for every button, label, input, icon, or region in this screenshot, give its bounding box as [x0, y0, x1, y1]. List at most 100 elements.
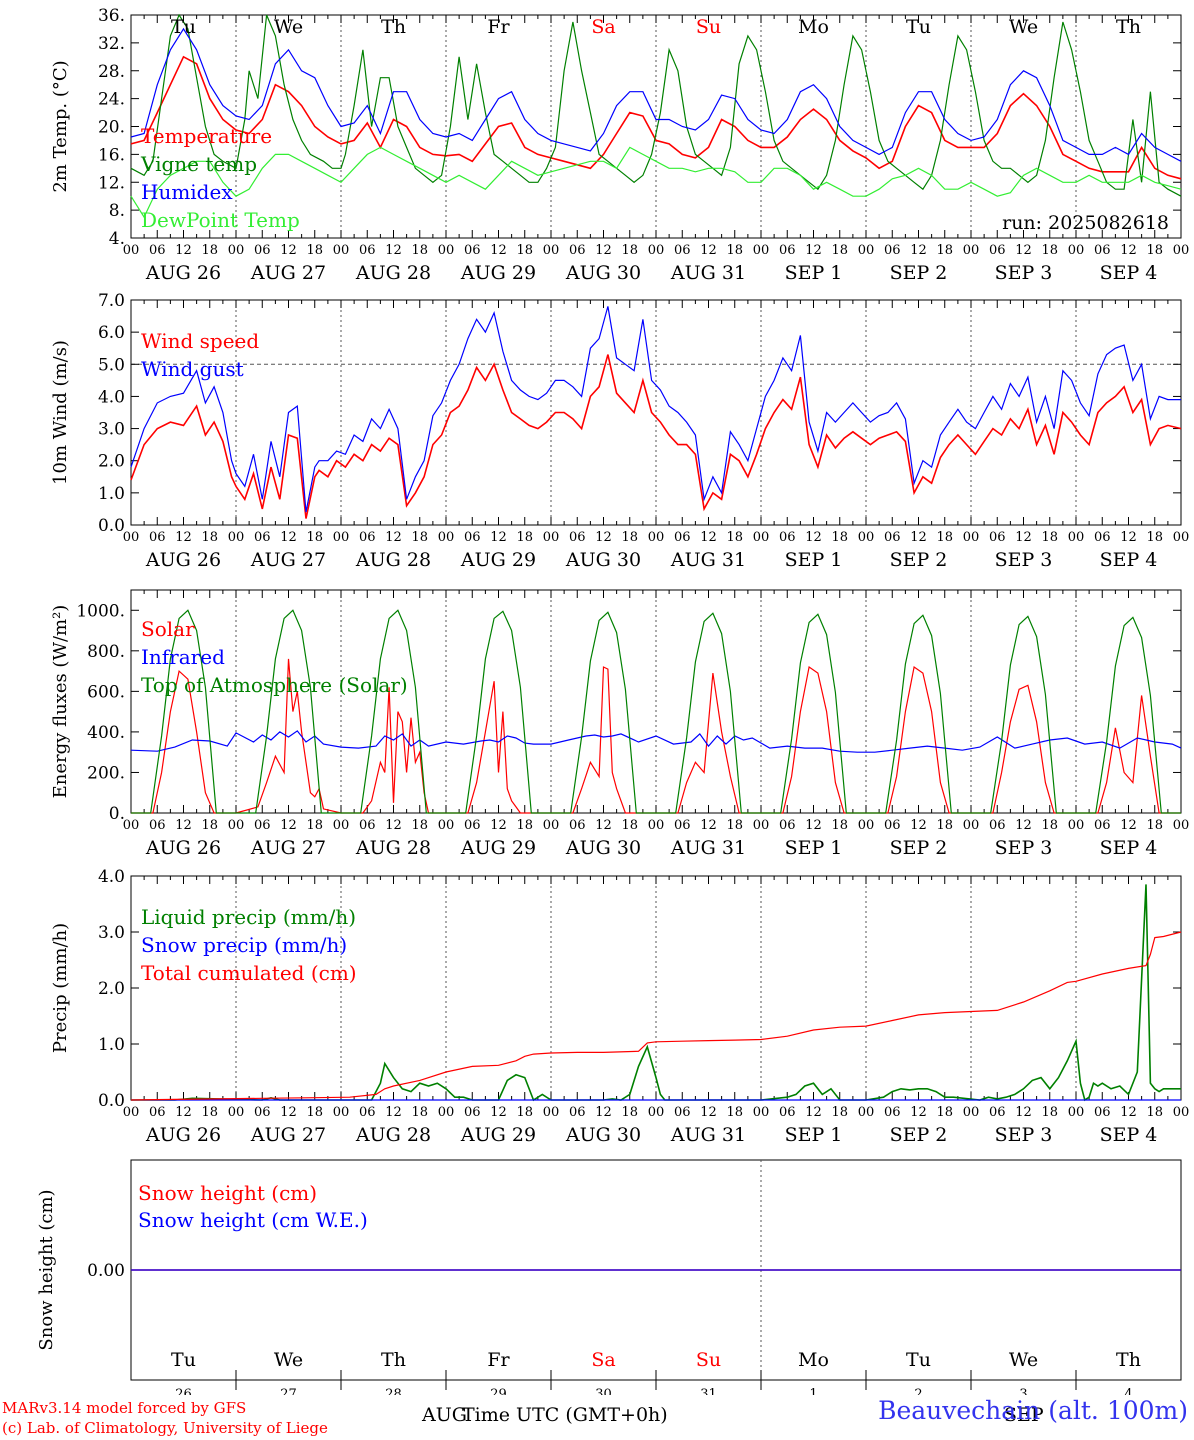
weekday-label: Fr — [487, 1349, 510, 1371]
series-line-wind-gust — [130, 306, 1181, 513]
x-tick-label: 00 — [963, 818, 980, 833]
x-tick-label: 12 — [280, 818, 297, 833]
day-label: SEP 2 — [890, 1124, 948, 1146]
x-tick-label: 06 — [1094, 530, 1111, 545]
x-tick-label: 12 — [490, 530, 507, 545]
day-number: 30 — [595, 1387, 612, 1395]
y-tick-label: 7.0 — [98, 291, 125, 311]
x-tick-label: 18 — [1041, 1105, 1058, 1120]
y-tick-label: 2.0 — [98, 979, 125, 999]
panel-precip: 00 06 12 18 00 06 12 18 00 06 12 18 00 06 12 18 00 06 12 18… — [50, 867, 1189, 1146]
x-tick-label: 12 — [280, 243, 297, 258]
weekday-label: Tu — [171, 1349, 196, 1371]
day-label: AUG 28 — [355, 549, 431, 571]
y-tick-label: 4. — [109, 229, 125, 249]
x-tick-label: 18 — [621, 530, 638, 545]
day-label: SEP 1 — [785, 549, 843, 571]
x-tick-label: 00 — [543, 818, 560, 833]
day-number: 3 — [1019, 1387, 1027, 1395]
x-tick-label: 12 — [700, 243, 717, 258]
x-tick-label: 18 — [1146, 1105, 1163, 1120]
weekday-label: Fr — [487, 16, 510, 38]
weekday-label: Tu — [171, 16, 196, 38]
day-label: AUG 28 — [355, 262, 431, 284]
x-tick-label: 18 — [201, 243, 218, 258]
x-tick-label: 06 — [569, 818, 586, 833]
day-number: 27 — [280, 1387, 297, 1395]
y-tick-label: 8. — [109, 201, 125, 221]
weekday-label: Su — [696, 1349, 721, 1371]
x-tick-label: 18 — [306, 243, 323, 258]
x-tick-label: 00 — [963, 1105, 980, 1120]
day-label: SEP 1 — [785, 837, 843, 859]
x-tick-label: 18 — [831, 243, 848, 258]
y-axis-label: Snow height (cm) — [36, 1189, 57, 1350]
x-tick-label: 06 — [569, 1105, 586, 1120]
x-tick-label: 12 — [910, 243, 927, 258]
day-number: 26 — [175, 1387, 192, 1395]
x-tick-label: 00 — [753, 818, 770, 833]
y-axis-label: Energy fluxes (W/m²) — [50, 605, 71, 799]
day-label: AUG 31 — [670, 837, 746, 859]
legend-entry: Wind speed — [141, 329, 259, 353]
legend-entry: Snow height (cm W.E.) — [138, 1208, 368, 1232]
x-tick-label: 18 — [936, 243, 953, 258]
day-label: AUG 30 — [565, 1124, 641, 1146]
x-tick-label: 18 — [621, 818, 638, 833]
x-tick-label: 00 — [543, 243, 560, 258]
series-line-top-of-atmosphere-solar- — [131, 609, 1181, 814]
y-tick-label: 4.0 — [98, 387, 125, 407]
y-tick-label: 400. — [87, 723, 125, 743]
x-tick-label: 06 — [149, 243, 166, 258]
x-tick-label: 12 — [1120, 1105, 1137, 1120]
y-tick-label: 200. — [87, 763, 125, 783]
day-label: AUG 26 — [145, 837, 221, 859]
x-tick-label: 12 — [910, 1105, 927, 1120]
x-tick-label: 00 — [438, 530, 455, 545]
x-tick-label: 06 — [884, 530, 901, 545]
run-annotation: run: 2025082618 — [1002, 212, 1169, 234]
weekday-label: We — [274, 16, 303, 38]
x-tick-label: 18 — [306, 818, 323, 833]
x-tick-label: 12 — [910, 818, 927, 833]
y-tick-label: 36. — [98, 6, 125, 26]
day-number: 1 — [809, 1387, 817, 1395]
x-tick-label: 00 — [1068, 1105, 1085, 1120]
legend-entry: Infrared — [141, 645, 225, 669]
x-tick-label: 12 — [805, 243, 822, 258]
y-tick-label: 2.0 — [98, 452, 125, 472]
x-tick-label: 06 — [989, 818, 1006, 833]
series-line-vigne-temp — [130, 13, 1182, 197]
x-tick-label: 06 — [1094, 818, 1111, 833]
x-tick-label: 06 — [464, 818, 481, 833]
y-tick-label: 0.00 — [87, 1261, 125, 1281]
x-tick-label: 00 — [1173, 243, 1190, 258]
x-tick-label: 12 — [700, 530, 717, 545]
x-tick-label: 18 — [726, 530, 743, 545]
x-tick-label: 12 — [490, 243, 507, 258]
day-label: SEP 2 — [890, 549, 948, 571]
x-tick-label: 06 — [674, 818, 691, 833]
day-label: AUG 29 — [460, 262, 536, 284]
day-label: SEP 2 — [890, 837, 948, 859]
x-tick-label: 06 — [779, 1105, 796, 1120]
y-tick-label: 3.0 — [98, 420, 125, 440]
x-tick-label: 00 — [123, 243, 140, 258]
x-tick-label: 12 — [595, 818, 612, 833]
x-tick-label: 18 — [1041, 818, 1058, 833]
x-tick-label: 06 — [254, 818, 271, 833]
x-tick-label: 00 — [963, 243, 980, 258]
y-tick-label: 12. — [98, 173, 125, 193]
x-tick-label: 00 — [228, 243, 245, 258]
x-tick-label: 12 — [280, 530, 297, 545]
x-tick-label: 12 — [805, 530, 822, 545]
x-tick-label: 18 — [1146, 818, 1163, 833]
legend-entry: Temperature — [141, 124, 272, 148]
panel-temperature: 00 06 12 18 00 06 12 18 00 06 12 18 00 06 12 18 00 06 12 18… — [50, 6, 1189, 284]
x-tick-label: 00 — [1173, 818, 1190, 833]
legend-entry: Humidex — [141, 180, 233, 204]
x-tick-label: 18 — [1041, 530, 1058, 545]
x-tick-label: 00 — [753, 530, 770, 545]
day-label: AUG 28 — [355, 837, 431, 859]
series-line-infrared — [130, 730, 1182, 753]
